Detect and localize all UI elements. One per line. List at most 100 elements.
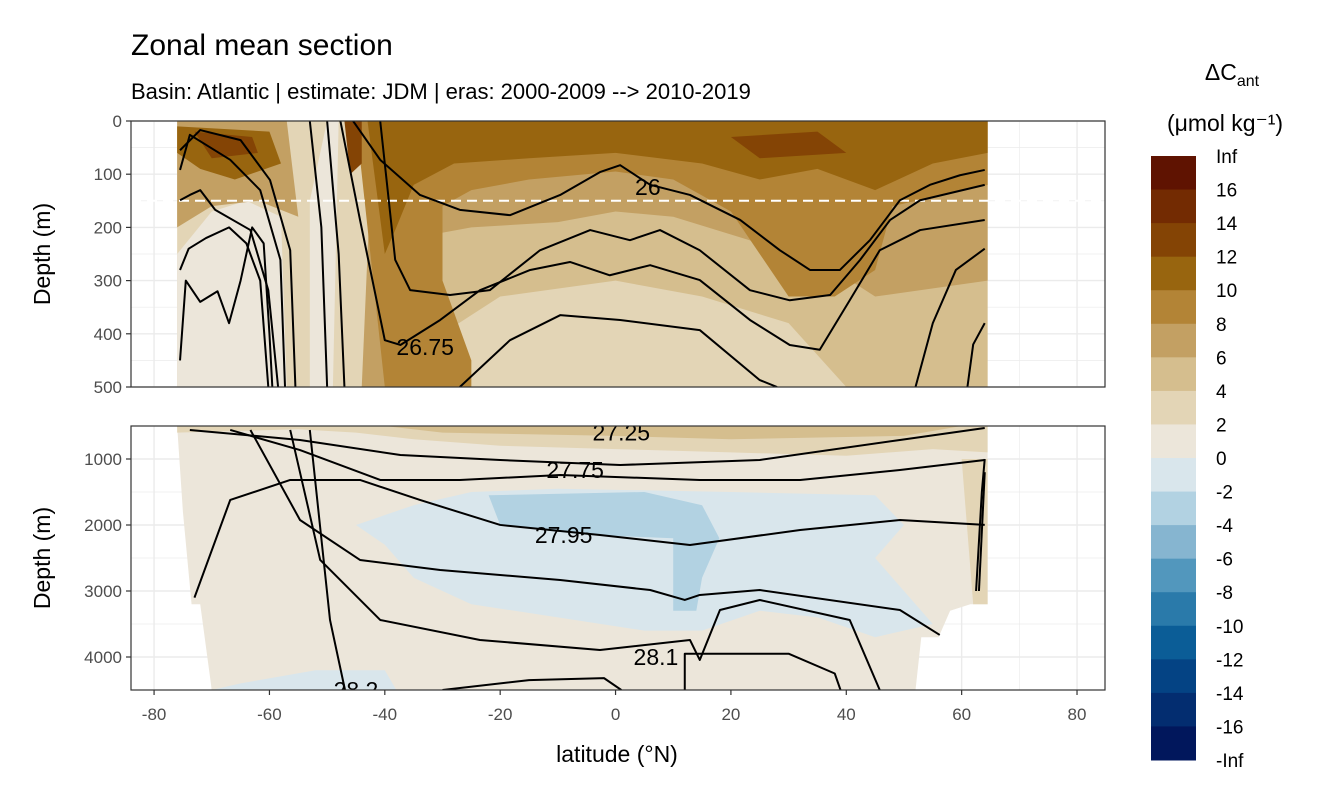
legend-break-label: Inf: [1216, 147, 1238, 168]
x-axis: -80 -60 -40 -20 0 20 40 60 80: [142, 690, 1087, 724]
isopycnal-contour: [914, 247, 986, 387]
contour-label: 26: [635, 174, 661, 200]
x-tick-label: 80: [1068, 705, 1087, 724]
panel-lower: 27.25 27.75 27.95 28.1 28.2 1000 2000 3000 4000 D…: [29, 420, 1106, 703]
isopycnal-contour: [442, 677, 622, 690]
contour-label: 27.25: [593, 420, 651, 446]
panel-border: [130, 425, 1106, 691]
isopycnal-contour: [308, 121, 329, 387]
legend-swatch: [1151, 357, 1196, 392]
legend-swatch: [1151, 290, 1196, 325]
x-tick-label: -20: [488, 705, 513, 724]
fill-region: [730, 131, 847, 159]
isopycnal-contour: [229, 428, 985, 481]
legend-swatch: [1151, 424, 1196, 459]
isopycnal-contour: [179, 129, 297, 387]
legend-swatch: [1151, 659, 1196, 694]
isopycnal-contour: [683, 652, 842, 690]
legend-swatch: [1151, 592, 1196, 627]
x-tick-label: 40: [837, 705, 856, 724]
x-tick-label: -80: [142, 705, 167, 724]
fill-region: [355, 121, 988, 387]
chart-title: Zonal mean section: [131, 29, 393, 62]
legend-break-label: -4: [1216, 516, 1233, 537]
panel-content: 27.25 27.75 27.95 28.1 28.2: [171, 420, 988, 703]
legend-break-label: -6: [1216, 550, 1233, 571]
chart-subtitle: Basin: Atlantic | estimate: JDM | eras: …: [131, 79, 751, 104]
legend-break-label: 0: [1216, 449, 1227, 470]
legend-swatch: [1151, 726, 1196, 761]
isopycnal-contour: [308, 429, 346, 690]
legend-break-label: 2: [1216, 415, 1227, 436]
legend-break-label: 12: [1216, 248, 1237, 269]
x-tick-label: -40: [373, 705, 398, 724]
contour-label: 28.2: [334, 677, 379, 703]
legend-swatch: [1151, 692, 1196, 727]
isopycnal-contour: [966, 322, 986, 387]
x-tick-label: -60: [257, 705, 282, 724]
legend-swatch: [1151, 156, 1196, 191]
y-tick-label: 500: [94, 378, 122, 397]
legend-break-label: 4: [1216, 382, 1227, 403]
legend-break-label: -2: [1216, 483, 1233, 504]
isopycnal-contour: [977, 472, 986, 592]
y-tick-label: 0: [113, 112, 122, 131]
legend-swatch: [1151, 558, 1196, 593]
legend-break-label: -12: [1216, 650, 1243, 671]
legend-swatch: [1151, 525, 1196, 560]
y-axis-label: Depth (m): [29, 203, 55, 305]
fill-region: [194, 131, 258, 159]
legend-swatch: [1151, 189, 1196, 224]
isopycnal-contour: [289, 429, 881, 690]
isopycnal-contour: [326, 121, 346, 387]
y-tick-label: 400: [94, 325, 122, 344]
y-tick-label: 4000: [84, 648, 122, 667]
x-tick-label: 0: [611, 705, 620, 724]
legend-break-label: 16: [1216, 181, 1237, 202]
legend-title: ΔCant: [1205, 59, 1260, 90]
x-axis-label: latitude (°N): [556, 741, 678, 767]
isopycnal-contour: [339, 121, 985, 351]
legend-swatch: [1151, 625, 1196, 660]
legend-break-label: 6: [1216, 348, 1227, 369]
legend-break-label: -10: [1216, 617, 1243, 638]
legend-swatch: [1151, 256, 1196, 291]
contour-label: 28.1: [634, 644, 679, 670]
fill-region: [367, 121, 988, 254]
isopycnal-contour: [379, 121, 985, 302]
panel-upper: 26 26.75 0 100 200 300 400 500 Depth (m): [29, 112, 1106, 397]
panel-content: 26 26.75: [131, 121, 1105, 387]
legend-swatch: [1151, 223, 1196, 258]
legend-title-subscript: ant: [1237, 73, 1260, 90]
legend-swatch: [1151, 491, 1196, 526]
legend-title-main: ΔC: [1205, 59, 1237, 85]
y-tick-label: 200: [94, 218, 122, 237]
legend-break-label: -14: [1216, 684, 1244, 705]
fill-region: [488, 492, 720, 611]
contour-label: 27.95: [535, 522, 593, 548]
legend-break-label: 8: [1216, 315, 1227, 336]
isopycnal-contour: [459, 314, 778, 387]
y-axis-label: Depth (m): [29, 507, 55, 609]
contour-label: 27.75: [546, 457, 604, 483]
isopycnal-contour: [189, 426, 985, 467]
isopycnal-contour: [193, 478, 985, 598]
isopycnal-contour: [352, 121, 985, 271]
isopycnal-contour: [975, 458, 986, 592]
fill-region: [177, 200, 287, 387]
legend-break-label: -Inf: [1216, 751, 1244, 772]
x-tick-label: 60: [952, 705, 971, 724]
y-tick-label: 300: [94, 272, 122, 291]
isopycnal-contour: [179, 189, 280, 387]
contour-label: 26.75: [396, 334, 454, 360]
legend-swatch: [1151, 390, 1196, 425]
fill-region: [211, 670, 397, 690]
legend-break-label: -16: [1216, 717, 1243, 738]
panel-border: [130, 120, 1106, 388]
legend: ΔCant (μmol kg⁻¹) Inf 16 14 12 10 8 6 4 2 0 -2 -4 -6…: [1151, 59, 1283, 772]
y-tick-label: 1000: [84, 450, 122, 469]
y-tick-label: 3000: [84, 582, 122, 601]
fill-region: [384, 426, 962, 440]
